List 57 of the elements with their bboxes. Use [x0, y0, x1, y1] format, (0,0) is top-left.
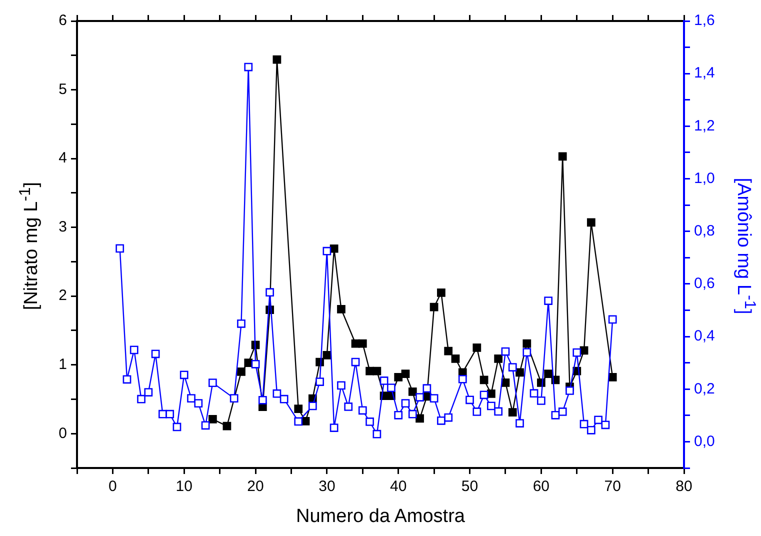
y-tick-label: 0: [58, 424, 67, 442]
y-tick-label: 1: [58, 356, 67, 373]
x-tick-label: 80: [676, 478, 692, 496]
point: [444, 346, 453, 356]
y-tick-label: 4: [58, 150, 67, 167]
point: [401, 370, 410, 378]
point: [394, 373, 403, 382]
x-tick-label: 30: [318, 478, 336, 496]
point: [272, 55, 282, 64]
x-tick-label: 0: [108, 478, 117, 496]
point: [516, 368, 524, 377]
y2-tick-label: 0,2: [694, 380, 715, 398]
point: [472, 343, 482, 352]
y-tick-label: 6: [58, 12, 67, 30]
point: [322, 351, 332, 360]
point: [358, 339, 367, 348]
point: [437, 288, 446, 297]
point: [372, 366, 382, 376]
point: [494, 354, 503, 363]
y-tick-label: 5: [58, 80, 67, 98]
x-tick-label: 20: [247, 478, 264, 496]
point: [294, 404, 303, 414]
x-tick-label: 50: [461, 478, 478, 496]
point: [480, 376, 488, 384]
y2-tick-label: 0,4: [694, 328, 715, 345]
point: [237, 368, 246, 376]
point: [408, 387, 417, 396]
point: [451, 354, 460, 363]
point: [586, 218, 596, 227]
x-tick-label: 70: [604, 478, 621, 496]
y2-tick-label: 0,0: [694, 432, 715, 450]
point: [522, 339, 532, 348]
point: [416, 414, 424, 423]
y2-tick-label: 1,2: [694, 117, 715, 134]
point: [208, 414, 217, 424]
point: [508, 408, 517, 416]
point: [544, 370, 553, 378]
point: [244, 358, 253, 367]
x-tick-label: 10: [176, 478, 192, 496]
x-tick-label: 60: [532, 478, 550, 496]
x-axis-title: Numero da Amostra: [295, 506, 466, 528]
point: [330, 244, 338, 253]
point: [608, 373, 617, 382]
point: [222, 422, 232, 430]
y2-tick-label: 0,8: [694, 222, 715, 240]
y2-tick-label: 0,6: [694, 275, 715, 292]
y2-tick-label: 1,0: [694, 170, 715, 187]
point: [337, 304, 346, 314]
point: [430, 302, 438, 312]
y-tick-label: 2: [58, 287, 67, 304]
x-tick-label: 40: [390, 478, 407, 496]
y-tick-label: 3: [58, 218, 67, 236]
y2-tick-label: 1,4: [694, 64, 715, 82]
point: [580, 346, 588, 355]
point: [558, 152, 567, 161]
point: [487, 390, 496, 398]
y2-tick-label: 1,6: [694, 12, 715, 30]
